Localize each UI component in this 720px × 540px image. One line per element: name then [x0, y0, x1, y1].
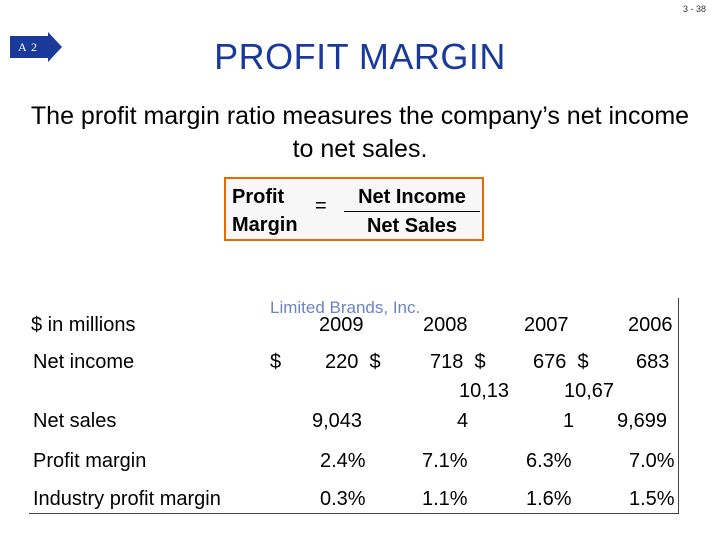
- formula-box: Profit Margin = Net Income Net Sales: [224, 177, 484, 241]
- profit-margin-2006: 7.0%: [629, 450, 675, 472]
- net-sales-2006: 9,699: [617, 410, 668, 432]
- formula-left: Profit Margin: [232, 183, 298, 239]
- net-income-2009: 220 $: [325, 351, 381, 373]
- row-label-industry-profit-margin: Industry profit margin: [33, 488, 221, 510]
- profit-margin-2009: 2.4%: [320, 450, 366, 472]
- badge-label: A 2: [18, 40, 39, 54]
- company-name: Limited Brands, Inc.: [270, 298, 421, 317]
- net-income-2007: 676 $: [533, 351, 589, 373]
- net-sales-2007-line2: 1: [563, 410, 575, 432]
- intro-text: The profit margin ratio measures the com…: [30, 102, 690, 163]
- unit-label: $ in millions: [31, 314, 136, 336]
- formula-left-line2: Margin: [232, 214, 298, 236]
- row-label-net-sales: Net sales: [33, 410, 117, 432]
- learning-objective-badge: A 2: [10, 32, 62, 62]
- industry-margin-2009: 0.3%: [320, 488, 366, 510]
- net-sales-2008-line1: 10,13: [459, 380, 510, 402]
- net-sales-2009: 9,043: [312, 410, 363, 432]
- net-income-2006: 683: [636, 351, 670, 373]
- profit-margin-2008: 7.1%: [422, 450, 468, 472]
- net-income-dollar: $: [270, 351, 282, 373]
- formula-left-line1: Profit: [232, 186, 285, 208]
- year-2006: 2006: [628, 314, 673, 336]
- row-label-profit-margin: Profit margin: [33, 450, 147, 472]
- profit-margin-2007: 6.3%: [526, 450, 572, 472]
- net-sales-2008-line2: 4: [457, 410, 469, 432]
- net-income-2008: 718 $: [430, 351, 486, 373]
- year-2009: 2009: [319, 314, 364, 336]
- formula-denominator: Net Sales: [366, 215, 458, 237]
- row-label-net-income: Net income: [33, 351, 135, 373]
- formula-fraction: Net Income Net Sales: [344, 183, 480, 240]
- industry-margin-2007: 1.6%: [526, 488, 572, 510]
- formula-numerator: Net Income: [344, 183, 480, 212]
- formula-equals: =: [315, 195, 327, 217]
- arrow-badge-icon: [10, 32, 62, 62]
- net-sales-2007-line1: 10,67: [564, 380, 615, 402]
- year-2008: 2008: [423, 314, 468, 336]
- financial-table: [29, 298, 679, 514]
- slide-number: 3 - 38: [682, 4, 706, 14]
- industry-margin-2006: 1.5%: [629, 488, 675, 510]
- industry-margin-2008: 1.1%: [422, 488, 468, 510]
- year-2007: 2007: [524, 314, 569, 336]
- page-title: PROFIT MARGIN: [214, 36, 506, 77]
